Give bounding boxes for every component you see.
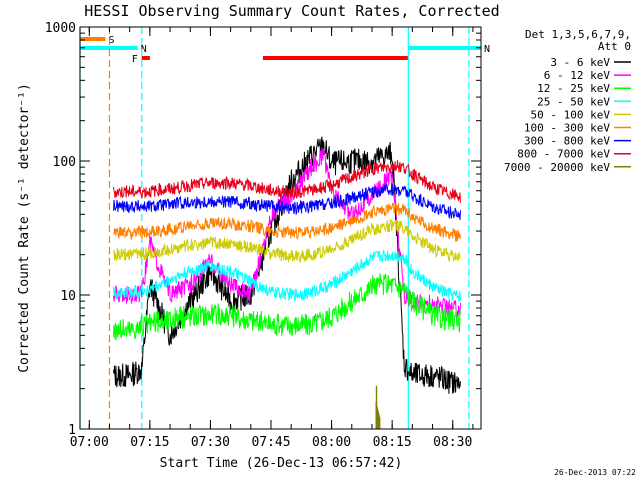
series-line-50-100-kev: [113, 218, 461, 263]
series-line-12-25-kev: [113, 272, 461, 341]
legend-label-6-12-kev: 6 - 12 keV: [544, 69, 611, 82]
legend-label-300-800-kev: 300 - 800 keV: [524, 135, 610, 148]
x-axis: 07:00 07:15 07:30 07:45 08:00 08:15 08:30: [70, 27, 474, 450]
timestamp: 26-Dec-2013 07:22: [554, 468, 636, 477]
series-line-7000-20000-kev: [375, 385, 381, 429]
flag-label-n: N: [141, 44, 147, 55]
x-tick-label: 07:15: [130, 435, 169, 450]
plot-frame: [79, 26, 482, 430]
x-axis-label: Start Time (26-Dec-13 06:57:42): [160, 456, 403, 471]
series-line-25-50-kev: [113, 249, 461, 303]
x-tick-label: 07:30: [191, 435, 230, 450]
legend-label-25-50-kev: 25 - 50 keV: [537, 95, 610, 108]
legend-label-100-300-kev: 100 - 300 keV: [524, 122, 610, 135]
chart-title: HESSI Observing Summary Count Rates, Cor…: [84, 2, 499, 20]
legend-label-7000-20000-kev: 7000 - 20000 keV: [504, 161, 610, 174]
series-layer: [113, 136, 461, 429]
flag-label-n: N: [484, 44, 490, 55]
series-line-6-12-kev: [113, 147, 461, 318]
legend-label-3-6-kev: 3 - 6 keV: [550, 56, 610, 69]
legend-label-50-100-kev: 50 - 100 keV: [531, 108, 611, 121]
y-tick-label: 1000: [45, 21, 76, 36]
series-line-100-300-kev: [113, 202, 461, 242]
x-tick-label: 08:15: [373, 435, 412, 450]
legend-header: Att 0: [598, 40, 631, 53]
y-tick-label: 1: [68, 423, 76, 438]
series-line-800-7000-kev: [113, 160, 461, 203]
y-tick-label: 100: [53, 155, 76, 170]
flags-layer: SN NF: [80, 35, 490, 65]
x-tick-label: 08:30: [433, 435, 472, 450]
legend-header: Det 1,3,5,6,7,9,: [525, 28, 631, 41]
series-line-300-800-kev: [113, 181, 461, 220]
x-tick-label: 07:45: [251, 435, 290, 450]
y-axis-label: Corrected Count Rate (s⁻¹ detector⁻¹): [17, 83, 32, 373]
y-tick-label: 10: [60, 289, 76, 304]
flag-label-s: S: [108, 35, 114, 46]
x-tick-label: 07:00: [70, 435, 109, 450]
series-line-3-6-kev: [113, 136, 461, 394]
x-tick-label: 08:00: [312, 435, 351, 450]
legend-label-800-7000-kev: 800 - 7000 keV: [517, 148, 610, 161]
flag-label-f: F: [132, 54, 138, 65]
y-axis: 1 10 100 1000: [45, 21, 481, 438]
legend-label-12-25-kev: 12 - 25 keV: [537, 82, 610, 95]
